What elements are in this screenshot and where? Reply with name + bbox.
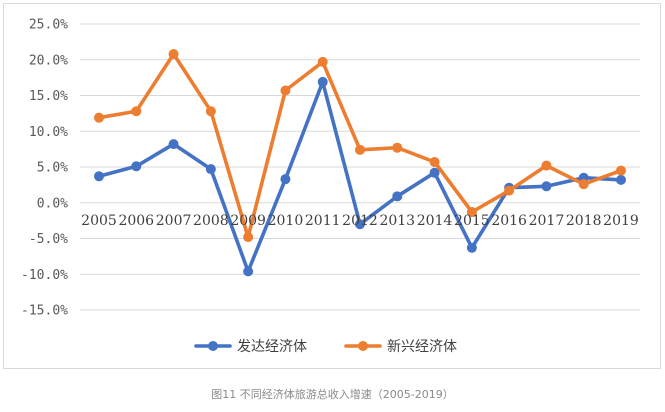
y-tick-label-8: 25.0%	[29, 18, 68, 33]
series-0-point-0	[94, 171, 104, 182]
series-0-point-6	[317, 76, 328, 87]
x-tick-label-13: 2018	[566, 213, 602, 229]
y-tick-label-7: 20.0%	[29, 53, 68, 68]
series-0-point-12	[541, 181, 552, 192]
series-1-point-6	[317, 56, 328, 67]
series-0-point-9	[429, 167, 440, 178]
series-line-0	[97, 80, 623, 274]
x-tick-label-8: 2013	[379, 213, 415, 229]
y-tick-label-2: -5.0%	[29, 232, 68, 247]
x-tick-label-5: 2010	[268, 213, 304, 229]
x-tick-label-14: 2019	[603, 213, 639, 229]
series-1-point-7	[355, 144, 365, 155]
y-tick-label-1: -10.0%	[21, 268, 68, 283]
x-tick-label-7: 2012	[342, 213, 378, 229]
series-0-point-7	[355, 219, 365, 230]
x-tick-label-11: 2016	[491, 213, 527, 229]
series-0-point-3	[205, 164, 216, 175]
x-tick-label-10: 2015	[454, 213, 490, 229]
y-tick-label-5: 10.0%	[29, 125, 68, 140]
series-1-point-4	[243, 232, 254, 243]
x-tick-label-12: 2017	[529, 213, 565, 229]
figure-caption: 图11 不同经济体旅游总收入增速（2005-2019）	[211, 388, 454, 401]
legend-label-0: 发达经济体	[237, 339, 307, 355]
y-tick-label-6: 15.0%	[29, 89, 68, 104]
legend-label-1: 新兴经济体	[387, 339, 457, 355]
series-0-point-14	[616, 174, 626, 185]
legend-swatch-marker-0	[208, 341, 218, 351]
series-1-point-3	[205, 106, 216, 117]
series-1-point-10	[466, 207, 477, 218]
y-tick-label-4: 5.0%	[37, 161, 68, 176]
series-1-point-5	[280, 85, 291, 96]
line-chart: -15.0% -10.0% -5.0% 0.0% 5.0% 10.0% 15.0% 20.0%…	[21, 18, 640, 355]
series-0-point-5	[280, 174, 291, 185]
series-1-point-2	[168, 49, 179, 60]
series-1-point-11	[504, 185, 515, 196]
series-1-point-1	[131, 106, 142, 117]
series-1-point-9	[429, 156, 440, 167]
x-tick-label-6: 2011	[305, 213, 341, 229]
series-0-point-4	[243, 266, 254, 277]
series-1-point-13	[578, 179, 589, 190]
x-axis-ticks: 2005 2006 2007 2008 2009 2010 2011 2012 2013 2014…	[81, 213, 639, 229]
x-tick-label-9: 2014	[417, 213, 453, 229]
x-tick-label-2: 2007	[156, 213, 192, 229]
y-tick-label-0: -15.0%	[21, 304, 68, 319]
series-0-point-2	[168, 139, 179, 150]
series-1-point-0	[94, 112, 104, 123]
x-tick-label-3: 2008	[193, 213, 229, 229]
series-1-point-12	[541, 160, 552, 171]
x-tick-label-1: 2006	[118, 213, 154, 229]
x-tick-label-4: 2009	[230, 213, 266, 229]
legend-swatch-marker-1	[358, 341, 368, 351]
legend: 发达经济体 新兴经济体	[194, 339, 457, 355]
series-1-point-8	[392, 142, 403, 153]
y-tick-label-3: 0.0%	[37, 196, 68, 211]
x-tick-label-0: 2005	[81, 213, 117, 229]
series-0-point-8	[392, 191, 403, 202]
y-axis-ticks: -15.0% -10.0% -5.0% 0.0% 5.0% 10.0% 15.0% 20.0%…	[21, 18, 68, 319]
series-layer	[94, 49, 626, 277]
series-1-point-14	[616, 165, 626, 176]
series-0-point-10	[466, 242, 477, 253]
series-0-point-1	[131, 161, 142, 172]
grid-layer	[80, 23, 640, 311]
